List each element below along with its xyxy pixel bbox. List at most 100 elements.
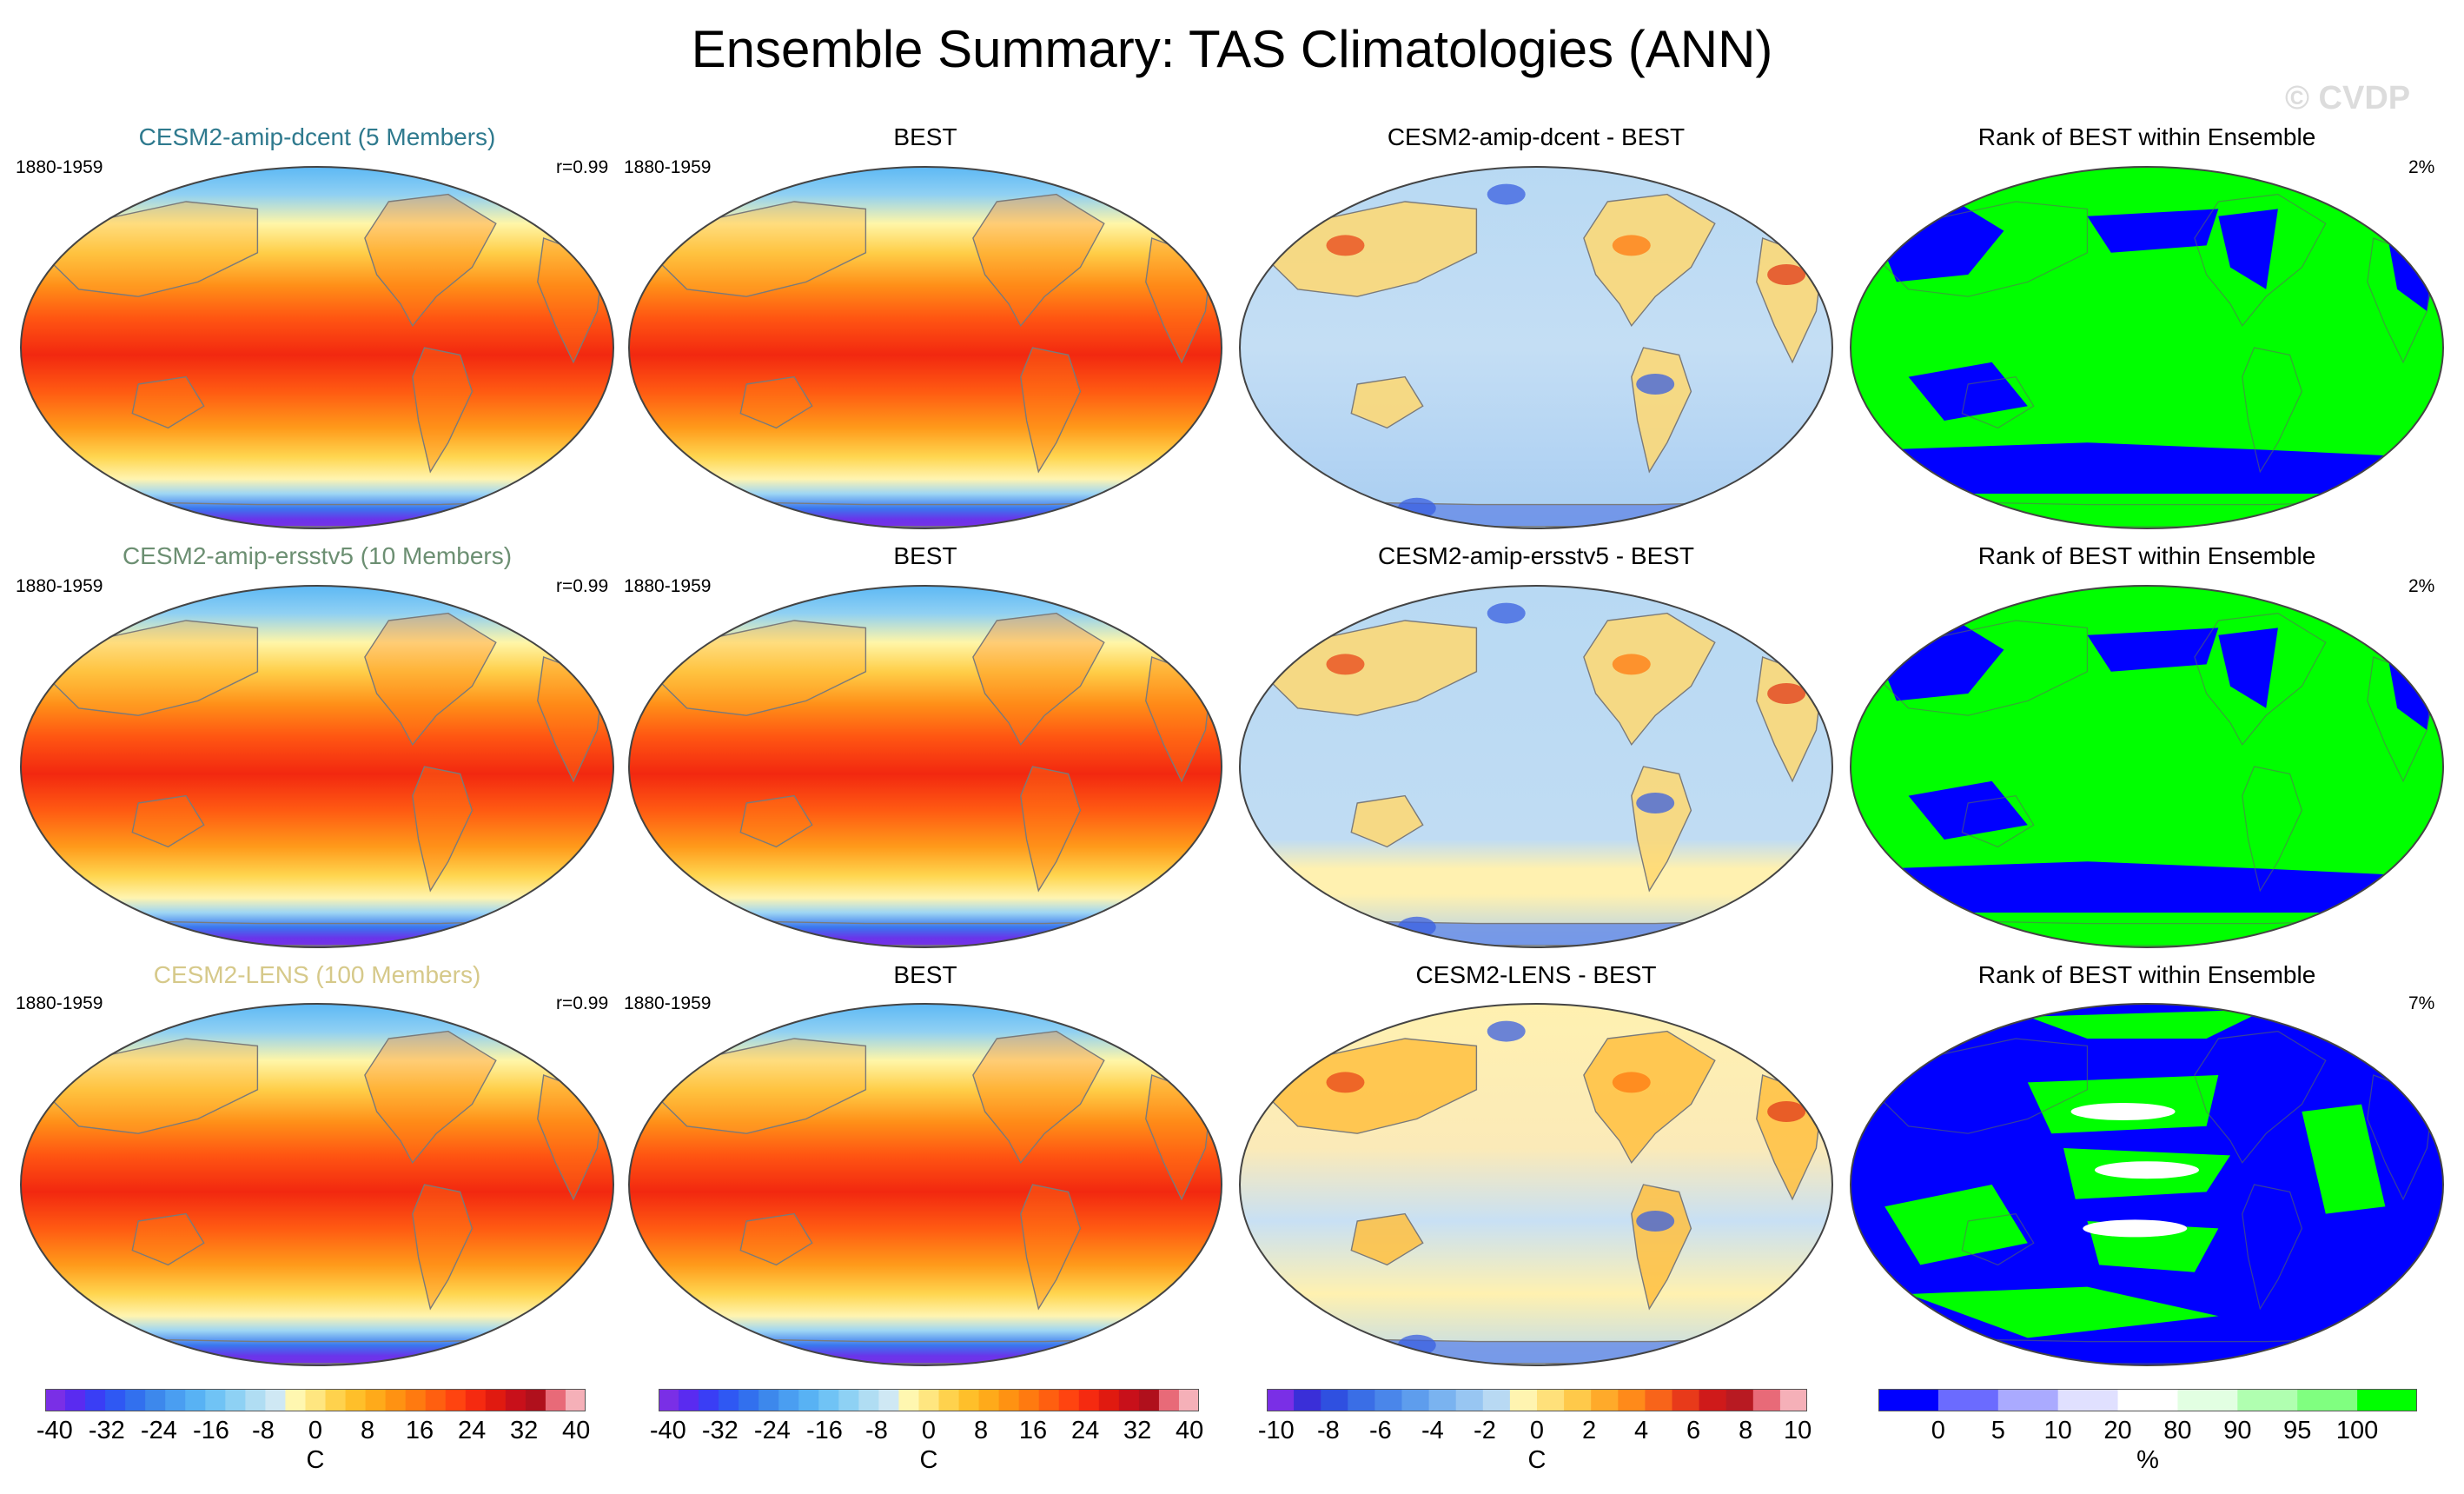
- model-panel-title: CESM2-amip-ersstv5 (10 Members): [122, 542, 513, 569]
- rank-percent-label: 2%: [2408, 576, 2435, 596]
- diff-field: [1240, 586, 1832, 947]
- colorbar-swatch: [1428, 1389, 1457, 1411]
- map-border: [628, 585, 1222, 948]
- diff-map: [1239, 1003, 1833, 1366]
- colorbar-unit: %: [2136, 1446, 2159, 1474]
- anomaly-spot: [1397, 916, 1436, 938]
- continent-outline: [972, 1030, 1105, 1165]
- colorbar-swatch: [1752, 1389, 1781, 1411]
- rank-region: [1908, 1286, 2219, 1338]
- obs-panel-title: BEST: [893, 542, 957, 569]
- period-label: 1880-1959: [624, 157, 712, 177]
- continent-outline: [1961, 794, 2035, 848]
- continent-outline: [48, 201, 259, 297]
- anomaly-spot: [1397, 1334, 1436, 1356]
- rank-region: [2302, 1104, 2386, 1214]
- colorbar-tick-label: 6: [1686, 1417, 1701, 1444]
- continent-outline: [66, 919, 568, 946]
- figure-title: Ensemble Summary: TAS Climatologies (ANN…: [691, 20, 1773, 78]
- colorbar-swatch: [245, 1389, 266, 1411]
- colorbar-2: [659, 1389, 1199, 1411]
- colorbar-swatch: [65, 1389, 86, 1411]
- colorbar-swatch: [1997, 1389, 2059, 1411]
- rank-region: [2087, 209, 2219, 253]
- colorbar-swatch: [798, 1389, 819, 1411]
- colorbar-swatch: [1779, 1389, 1807, 1411]
- continent-outline: [1350, 794, 1424, 848]
- rank-region: [1878, 442, 2421, 494]
- anomaly-spot: [1612, 1072, 1651, 1093]
- colorbar-tick-label: 24: [1070, 1417, 1100, 1444]
- diff-panel-title: CESM2-amip-ersstv5 - BEST: [1377, 542, 1695, 569]
- colorbar-swatch: [225, 1389, 246, 1411]
- colorbar-swatch: [998, 1389, 1020, 1411]
- colorbar-swatch: [1018, 1389, 1040, 1411]
- colorbar-swatch: [1138, 1389, 1160, 1411]
- colorbar-tick-label: 2: [1581, 1417, 1597, 1444]
- map-border: [1239, 585, 1833, 948]
- map-border: [20, 1003, 614, 1366]
- colorbar-swatch: [1267, 1389, 1295, 1411]
- continent-outline: [66, 1337, 568, 1365]
- map-border: [1850, 1003, 2444, 1366]
- temp-field: [629, 1004, 1222, 1365]
- continent-outline: [131, 1212, 205, 1266]
- colorbar-tick-label: 40: [1176, 1417, 1204, 1444]
- colorbar-swatch: [739, 1389, 759, 1411]
- colorbar-tick-label: 10: [1784, 1417, 1812, 1444]
- continent-outline: [1583, 193, 1716, 328]
- temp-field: [629, 167, 1222, 528]
- continent-outline: [1583, 612, 1716, 747]
- correlation-label: r=0.99: [556, 576, 609, 596]
- anomaly-spot: [1767, 683, 1806, 704]
- obs-map: [628, 166, 1222, 529]
- colorbar-swatch: [758, 1389, 779, 1411]
- anomaly-spot: [1397, 497, 1436, 519]
- colorbar-swatch: [1591, 1389, 1619, 1411]
- continent-outline: [364, 193, 497, 328]
- continent-outline: [739, 1212, 813, 1266]
- continent-outline: [1020, 347, 1082, 474]
- colorbar-swatch: [45, 1389, 66, 1411]
- diff-field: [1240, 167, 1832, 528]
- continent-outline: [1267, 620, 1478, 716]
- colorbar-tick-label: -8: [1316, 1417, 1340, 1444]
- continent-outline: [656, 1038, 867, 1134]
- colorbar-swatch: [2237, 1389, 2298, 1411]
- colorbar-tick-label: -2: [1474, 1417, 1496, 1444]
- colorbar-swatch: [1118, 1389, 1140, 1411]
- continent-outline: [131, 794, 205, 848]
- continent-outline: [1020, 1184, 1082, 1311]
- colorbar-swatch: [2357, 1389, 2417, 1411]
- period-label: 1880-1959: [624, 576, 712, 596]
- model-map: [20, 585, 614, 948]
- continent-outline: [674, 1337, 1176, 1365]
- rank-region: [1878, 621, 2004, 701]
- colorbar-swatch: [405, 1389, 427, 1411]
- anomaly-spot: [1636, 374, 1675, 395]
- rank-panel-title: Rank of BEST within Ensemble: [1977, 123, 2316, 150]
- period-label: 1880-1959: [624, 993, 712, 1013]
- colorbar-tick-label: 40: [562, 1417, 591, 1444]
- colorbar-swatch: [365, 1389, 387, 1411]
- colorbar-swatch: [345, 1389, 367, 1411]
- colorbar-tick-label: -8: [865, 1417, 888, 1444]
- colorbar-swatch: [505, 1389, 527, 1411]
- colorbar-swatch: [918, 1389, 940, 1411]
- rank-panel-title: Rank of BEST within Ensemble: [1977, 961, 2316, 988]
- colorbar-swatch: [1374, 1389, 1402, 1411]
- continent-outline: [1020, 766, 1082, 893]
- colorbar-swatch: [1482, 1389, 1511, 1411]
- rank-field: [1851, 586, 2443, 947]
- colorbar-swatch: [778, 1389, 799, 1411]
- colorbar-tick-label: 80: [2163, 1417, 2192, 1444]
- rank-map: [1850, 585, 2444, 948]
- continent-outline: [1350, 375, 1424, 429]
- continent-outline: [656, 620, 867, 716]
- colorbar-swatch: [858, 1389, 879, 1411]
- continent-outline: [1350, 1212, 1424, 1266]
- colorbar-tick-label: -32: [88, 1417, 125, 1444]
- continent-outline: [1267, 201, 1478, 297]
- continent-outline: [972, 193, 1105, 328]
- colorbar-tick-label: -40: [36, 1417, 73, 1444]
